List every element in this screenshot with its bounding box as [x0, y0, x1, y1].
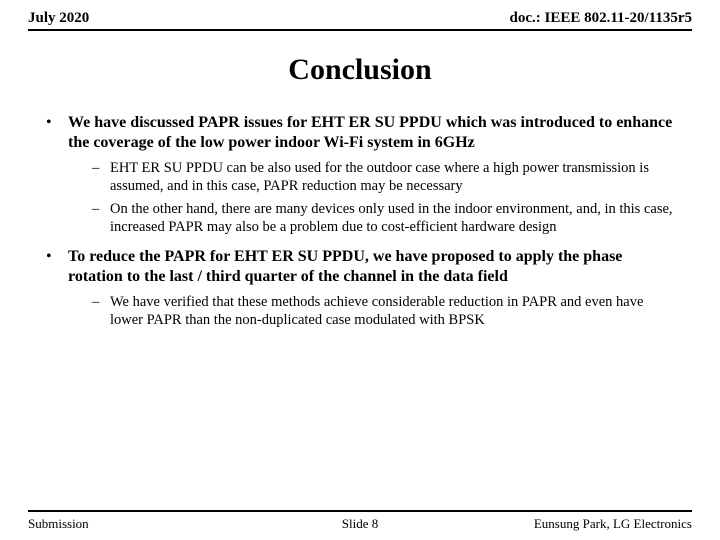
bullet-list: We have discussed PAPR issues for EHT ER… — [40, 113, 680, 329]
sub-bullet-item: On the other hand, there are many device… — [92, 200, 680, 236]
bullet-text: We have discussed PAPR issues for EHT ER… — [68, 114, 672, 151]
slide-header: July 2020 doc.: IEEE 802.11-20/1135r5 — [0, 0, 720, 29]
header-rule — [28, 29, 692, 31]
header-date: July 2020 — [28, 10, 89, 27]
sub-bullet-item: EHT ER SU PPDU can be also used for the … — [92, 159, 680, 195]
bullet-item: We have discussed PAPR issues for EHT ER… — [40, 113, 680, 237]
footer-slide-number: Slide 8 — [28, 516, 692, 532]
footer-rule — [28, 510, 692, 512]
sub-bullet-list: EHT ER SU PPDU can be also used for the … — [68, 159, 680, 237]
bullet-text: To reduce the PAPR for EHT ER SU PPDU, w… — [68, 248, 622, 285]
sub-bullet-item: We have verified that these methods achi… — [92, 293, 680, 329]
header-doc-id: doc.: IEEE 802.11-20/1135r5 — [509, 10, 692, 27]
slide-footer: Submission Slide 8 Eunsung Park, LG Elec… — [28, 516, 692, 532]
slide-title: Conclusion — [0, 53, 720, 87]
sub-bullet-list: We have verified that these methods achi… — [68, 293, 680, 329]
bullet-item: To reduce the PAPR for EHT ER SU PPDU, w… — [40, 247, 680, 329]
slide-content: We have discussed PAPR issues for EHT ER… — [0, 113, 720, 329]
